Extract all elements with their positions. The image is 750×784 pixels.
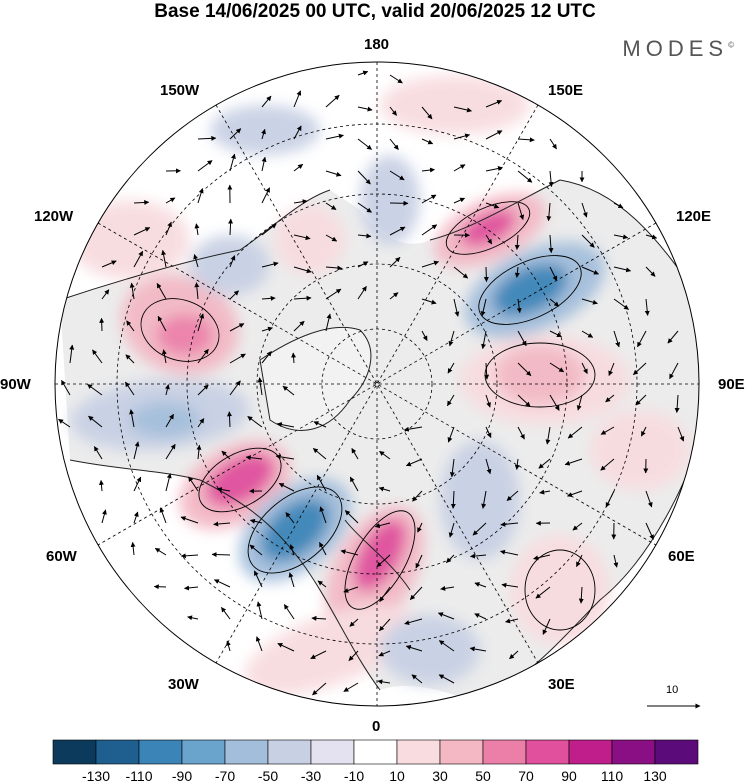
colorbar-tick-label: -50 bbox=[258, 768, 278, 784]
lon-label-30e: 30E bbox=[548, 676, 575, 693]
lon-label-90w: 90W bbox=[0, 376, 31, 393]
colorbar-swatch bbox=[225, 740, 268, 764]
lon-label-150e: 150E bbox=[548, 82, 583, 99]
colorbar-tick-label: 110 bbox=[601, 768, 623, 784]
colorbar-swatch bbox=[397, 740, 440, 764]
colorbar-tick-label: 70 bbox=[518, 768, 534, 784]
colorbar-tick-label: 50 bbox=[475, 768, 491, 784]
lon-label-60e: 60E bbox=[668, 548, 695, 565]
colorbar-swatch bbox=[53, 740, 96, 764]
colorbar bbox=[53, 740, 698, 764]
colorbar-swatch bbox=[526, 740, 569, 764]
colorbar-swatch bbox=[268, 740, 311, 764]
wind-vector-arrow bbox=[102, 318, 103, 331]
colorbar-tick-label: -70 bbox=[215, 768, 235, 784]
wind-vector-arrow bbox=[229, 412, 230, 427]
lon-label-60w: 60W bbox=[46, 548, 77, 565]
lon-label-30w: 30W bbox=[168, 676, 199, 693]
colorbar-tick-label: -130 bbox=[82, 768, 110, 784]
wind-vector-arrow bbox=[486, 267, 487, 282]
colorbar-tick-label: -110 bbox=[126, 768, 153, 784]
colorbar-swatch bbox=[612, 740, 655, 764]
colorbar-swatch bbox=[182, 740, 225, 764]
lon-label-90e: 90E bbox=[718, 376, 745, 393]
wind-vector-arrow bbox=[212, 554, 230, 555]
colorbar-swatch bbox=[440, 740, 483, 764]
wind-vector-arrow bbox=[154, 587, 166, 588]
lon-label-120w: 120W bbox=[34, 208, 73, 225]
colorbar-swatch bbox=[483, 740, 526, 764]
lon-label-150w: 150W bbox=[160, 82, 199, 99]
vector-scale-label: 10 bbox=[666, 684, 678, 696]
colorbar-swatch bbox=[96, 740, 139, 764]
lon-label-180: 180 bbox=[364, 36, 389, 53]
colorbar-swatch bbox=[655, 740, 698, 764]
colorbar-tick-label: 10 bbox=[389, 768, 405, 784]
colorbar-tick-label: -90 bbox=[172, 768, 192, 784]
colorbar-tick-label: -10 bbox=[344, 768, 364, 784]
colorbar-swatch bbox=[311, 740, 354, 764]
lon-label-120e: 120E bbox=[676, 208, 711, 225]
colorbar-swatch bbox=[354, 740, 397, 764]
colorbar-tick-label: -30 bbox=[301, 768, 321, 784]
colorbar-tick-label: 30 bbox=[432, 768, 448, 784]
map-disk bbox=[40, 50, 720, 730]
colorbar-swatch bbox=[569, 740, 612, 764]
lon-label-0: 0 bbox=[372, 718, 380, 735]
colorbar-tick-label: 90 bbox=[561, 768, 577, 784]
colorbar-swatch bbox=[139, 740, 182, 764]
colorbar-tick-label: 130 bbox=[643, 768, 666, 784]
